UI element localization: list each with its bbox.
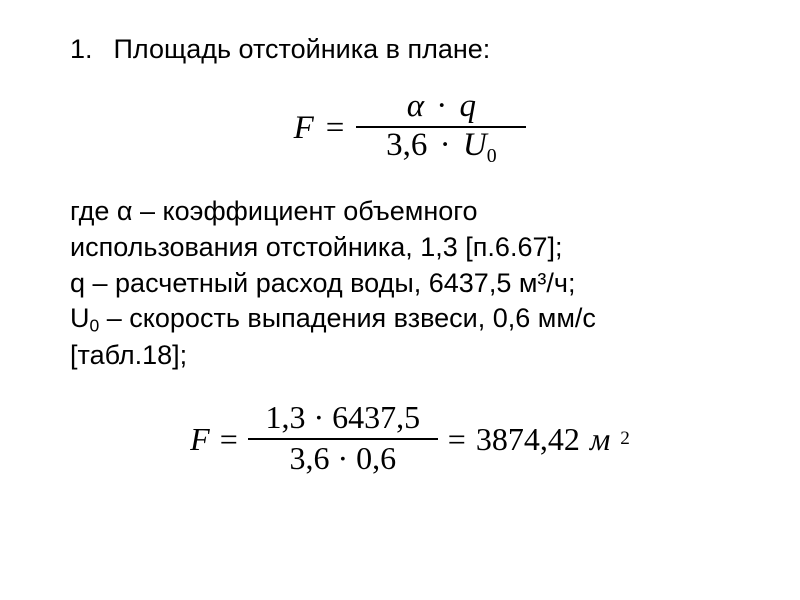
definitions-block: где α – коэффициент объемного использова… xyxy=(70,194,750,373)
document-page: 1. Площадь отстойника в плане: F = α · q… xyxy=(0,0,800,600)
formula-row: F = α · q 3,6 · U0 xyxy=(70,89,750,168)
fraction2-denominator: 3,6 · 0,6 xyxy=(281,440,404,479)
equals-sign: = xyxy=(326,111,345,146)
formula2-lhs: F xyxy=(190,421,210,458)
fraction-numerator: α · q xyxy=(399,89,484,126)
def-line-2: использования отстойника, 1,3 [п.6.67]; xyxy=(70,230,750,266)
multiply-dot: · xyxy=(436,127,455,163)
formula-definition: F = α · q 3,6 · U0 xyxy=(70,89,750,168)
formula2-row: F = 1,3 · 6437,5 3,6 · 0,6 = 3874,42 м2 xyxy=(70,399,750,479)
result-value: 3874,42 xyxy=(476,421,580,458)
formula-lhs: F xyxy=(294,111,314,146)
u0-sub: 0 xyxy=(90,316,100,336)
formula-fraction: α · q 3,6 · U0 xyxy=(356,89,526,168)
section-heading: 1. Площадь отстойника в плане: xyxy=(70,32,750,67)
def-line-4: U0 – скорость выпадения взвеси, 0,6 мм/с xyxy=(70,301,750,338)
u0-var: U xyxy=(70,303,90,333)
multiply-dot: · xyxy=(432,88,451,124)
u-symbol: U xyxy=(463,127,487,163)
heading-text: Площадь отстойника в плане: xyxy=(114,34,491,64)
def-line-3: q – расчетный расход воды, 6437,5 м³/ч; xyxy=(70,266,750,302)
formula-numeric: F = 1,3 · 6437,5 3,6 · 0,6 = 3874,42 м2 xyxy=(70,399,750,479)
q-symbol: q xyxy=(460,88,477,124)
result-exponent: 2 xyxy=(620,428,630,450)
def-line-1: где α – коэффициент объемного xyxy=(70,194,750,230)
fraction2-numerator: 1,3 · 6437,5 xyxy=(257,399,428,438)
heading-number: 1. xyxy=(70,32,106,67)
equals-sign: = xyxy=(220,421,238,458)
def-line-5: [табл.18]; xyxy=(70,338,750,374)
formula2-fraction: 1,3 · 6437,5 3,6 · 0,6 xyxy=(248,399,438,479)
fraction-denominator: 3,6 · U0 xyxy=(378,128,504,169)
equals-sign: = xyxy=(448,421,466,458)
u0-rest: – скорость выпадения взвеси, 0,6 мм/с xyxy=(99,303,596,333)
den-const: 3,6 xyxy=(386,127,427,163)
u-subscript: 0 xyxy=(487,145,497,167)
alpha-symbol: α xyxy=(407,88,424,124)
result-unit: м xyxy=(590,421,610,458)
